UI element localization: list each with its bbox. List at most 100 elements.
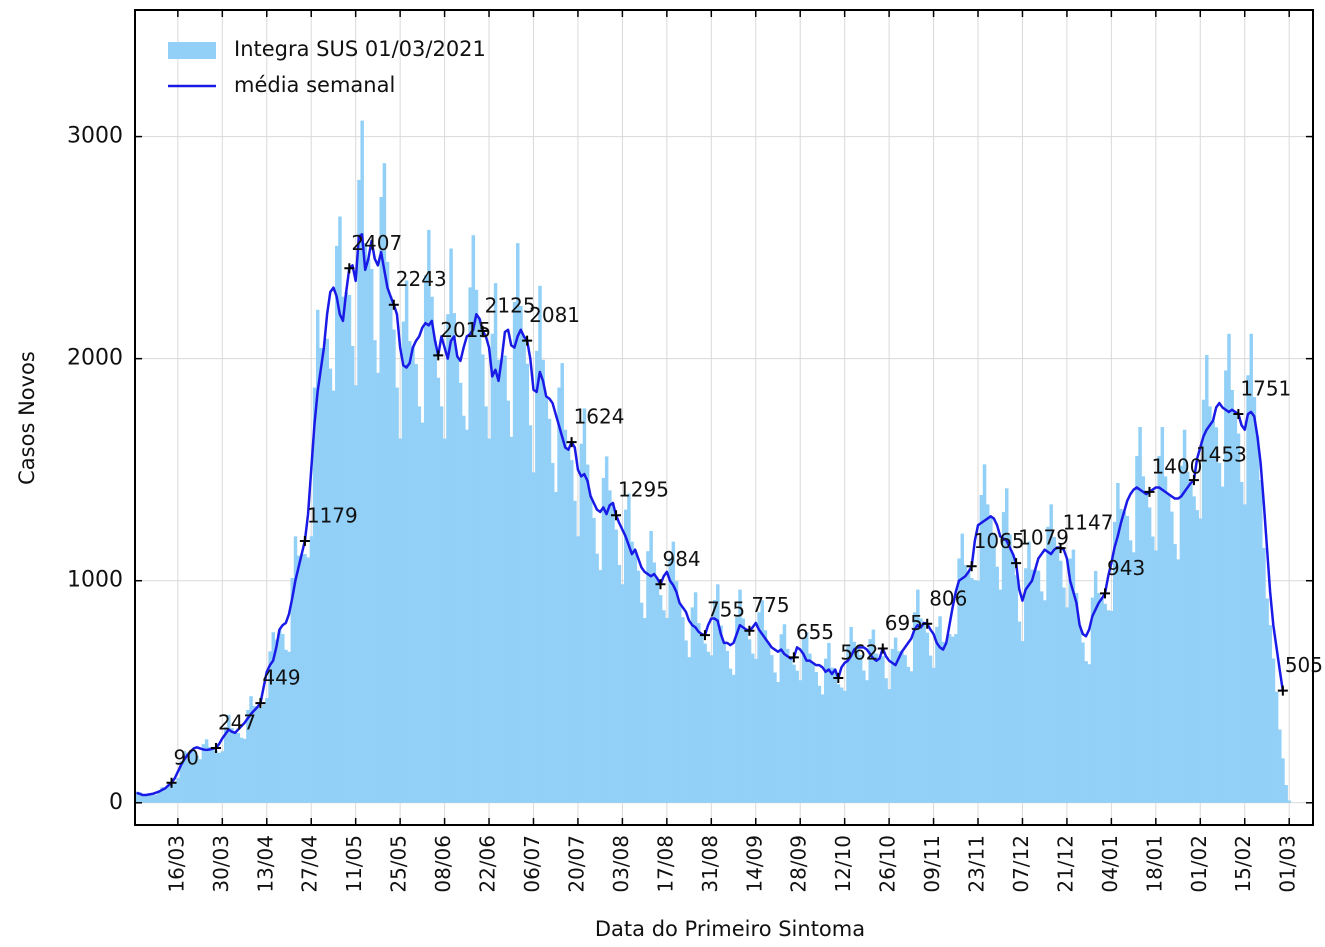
x-tick-label: 12/10 [831,835,855,893]
bar [566,449,571,803]
bar [249,696,253,803]
point-label: 1179 [307,503,358,527]
x-tick-label: 25/05 [387,835,411,893]
bar [938,616,942,803]
bar [398,438,403,803]
bar [798,680,803,803]
bar [252,705,256,803]
bar [223,727,228,803]
bar [1030,569,1034,803]
x-tick-label: 03/08 [609,835,633,893]
bar [163,787,168,803]
bar [643,618,647,803]
bar [236,733,241,803]
bar [1116,483,1120,803]
bar [176,777,180,803]
bar [1128,540,1133,803]
bar [160,787,164,803]
point-marker [611,510,622,521]
point-marker [433,350,444,361]
bar [636,570,641,803]
bar [858,655,863,803]
bar [319,347,323,803]
bar [293,536,298,803]
bar [792,664,796,803]
bar [239,737,244,803]
bar [1014,575,1019,803]
bar [188,751,193,803]
bar [366,258,371,803]
bar [1176,559,1180,803]
point-label: 1624 [574,405,625,429]
bar [868,639,872,803]
bar [471,235,476,803]
bar [1208,406,1212,803]
bar [246,709,250,803]
bar [900,651,904,803]
point-label: 2125 [485,293,536,317]
y-tick-label: 2000 [67,346,123,371]
point-marker [877,643,888,654]
bar [576,536,580,803]
bar [1062,587,1066,803]
bar [1179,465,1184,803]
bar [585,464,590,803]
bar [341,296,345,803]
bar [414,363,418,803]
bar [1135,455,1139,803]
bar [804,632,809,803]
bar [630,541,634,803]
bar [449,248,453,803]
bar [389,296,393,803]
bar [966,571,971,803]
bar [233,732,237,803]
bar [490,333,495,803]
bar [947,634,952,803]
x-tick-label: 21/12 [1053,835,1077,893]
bar [1071,549,1076,803]
bar [331,390,336,803]
bar [833,669,838,803]
bar [881,656,885,803]
bar [306,557,310,803]
bar [1182,429,1187,803]
x-tick-label: 13/04 [253,835,277,893]
point-label: 90 [174,745,199,769]
bar [754,658,758,803]
bar [1046,526,1050,803]
bar [354,385,358,803]
bar [442,438,447,803]
bar [582,408,587,803]
bar [446,314,450,803]
bar [487,438,491,803]
bar [579,443,584,803]
bar [719,625,723,803]
bar [668,558,672,803]
bar [674,581,679,803]
point-marker [699,630,710,641]
x-tick-label: 06/07 [520,835,544,893]
bar [544,396,549,803]
point-label: 655 [796,620,834,644]
bar [309,536,314,803]
bar [1262,547,1266,803]
bar [890,648,895,803]
point-marker [166,777,177,788]
bar [1230,389,1234,803]
bar [706,651,711,803]
point-marker [1055,543,1066,554]
bar [976,580,980,803]
bar [1211,420,1215,803]
point-marker [833,672,844,683]
bar [1249,333,1253,803]
bar [611,502,615,803]
bar [646,551,650,803]
bar [411,347,415,803]
bar [335,245,339,803]
bar [1122,511,1126,803]
bar [995,566,999,803]
bar [776,681,780,803]
bar [909,671,914,803]
bar [1001,512,1006,803]
